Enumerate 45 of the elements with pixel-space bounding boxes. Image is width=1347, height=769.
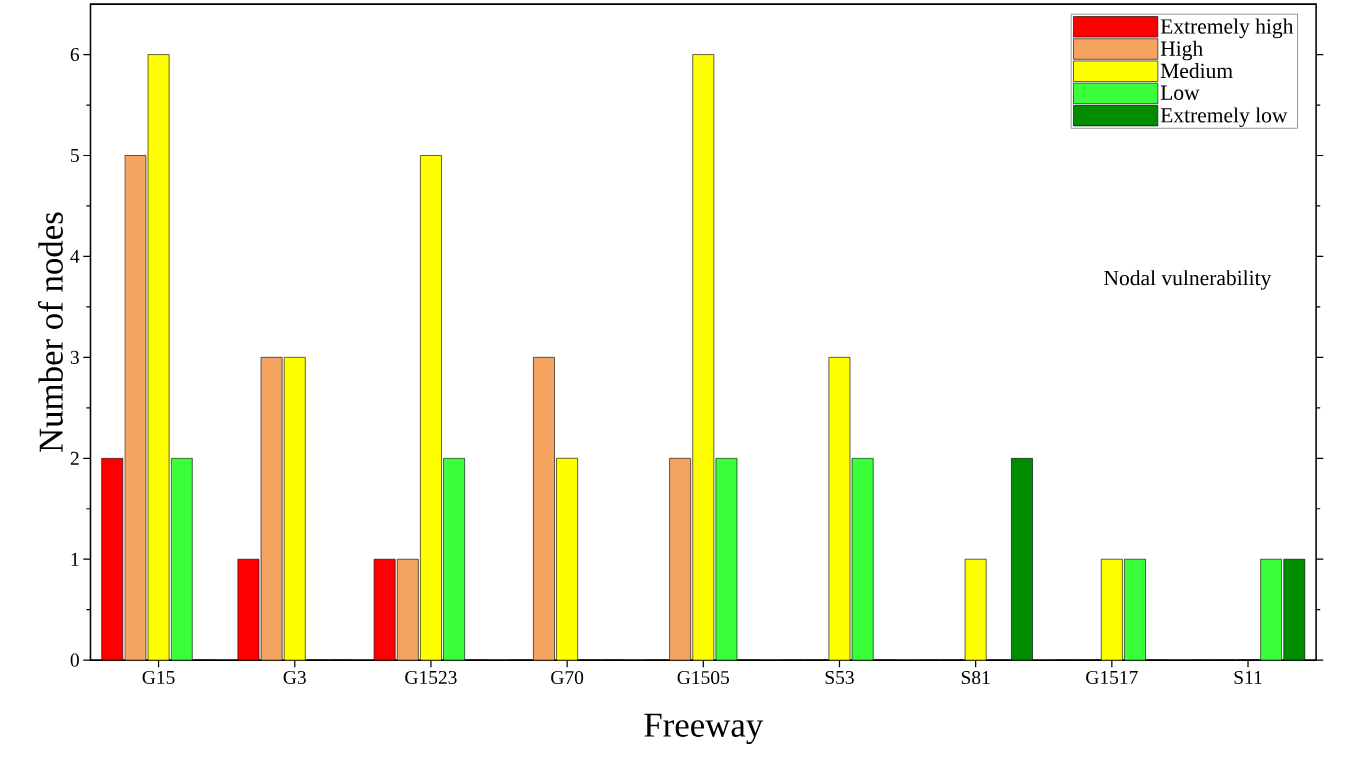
- x-tick-label: G15: [142, 670, 175, 684]
- bar: [852, 458, 874, 661]
- x-tick-label: G1505: [677, 670, 730, 685]
- legend-label: Medium: [1160, 62, 1233, 79]
- x-tick-label: S53: [825, 670, 854, 684]
- bar: [556, 458, 578, 661]
- x-tick-label: S81: [961, 670, 990, 685]
- x-tick-label: G1517: [1086, 670, 1138, 684]
- bar: [101, 458, 123, 661]
- x-tick-label: G3: [283, 670, 306, 684]
- legend-label: High: [1160, 40, 1203, 61]
- bar: [171, 458, 193, 661]
- bar: [148, 54, 170, 661]
- legend-label: Extremely low: [1160, 107, 1288, 127]
- bar: [1260, 558, 1283, 661]
- bar: [1011, 458, 1033, 661]
- x-tick-label: S11: [1234, 670, 1262, 684]
- legend-title: Nodal vulnerability: [1104, 270, 1272, 290]
- y-tick-label: 4: [70, 249, 80, 263]
- bar: [397, 559, 419, 661]
- legend-label: Extremely high: [1160, 18, 1294, 39]
- y-tick-label: 6: [70, 47, 80, 62]
- x-tick-label: G70: [551, 670, 584, 685]
- x-axis-title: Freeway: [644, 713, 764, 744]
- y-tick-label: 5: [71, 148, 79, 162]
- y-tick-label: 2: [70, 451, 79, 465]
- y-tick-label: 3: [70, 350, 79, 364]
- bar: [124, 155, 146, 661]
- bar: [261, 357, 283, 661]
- y-tick-label: 0: [70, 653, 79, 667]
- bar: [1283, 558, 1306, 661]
- y-tick-label: 1: [71, 552, 79, 566]
- bar: [669, 458, 691, 661]
- bar: [374, 559, 396, 661]
- bar: [1101, 559, 1123, 661]
- bar: [965, 559, 987, 661]
- legend-label: Low: [1160, 85, 1200, 100]
- bar: [443, 458, 465, 661]
- x-tick-label: G1523: [405, 670, 457, 684]
- bar: [1124, 559, 1146, 661]
- bar: [420, 155, 442, 661]
- y-axis-title: Number of nodes: [38, 212, 63, 452]
- bar: [692, 54, 714, 661]
- bar: [533, 357, 555, 661]
- bar: [284, 357, 306, 661]
